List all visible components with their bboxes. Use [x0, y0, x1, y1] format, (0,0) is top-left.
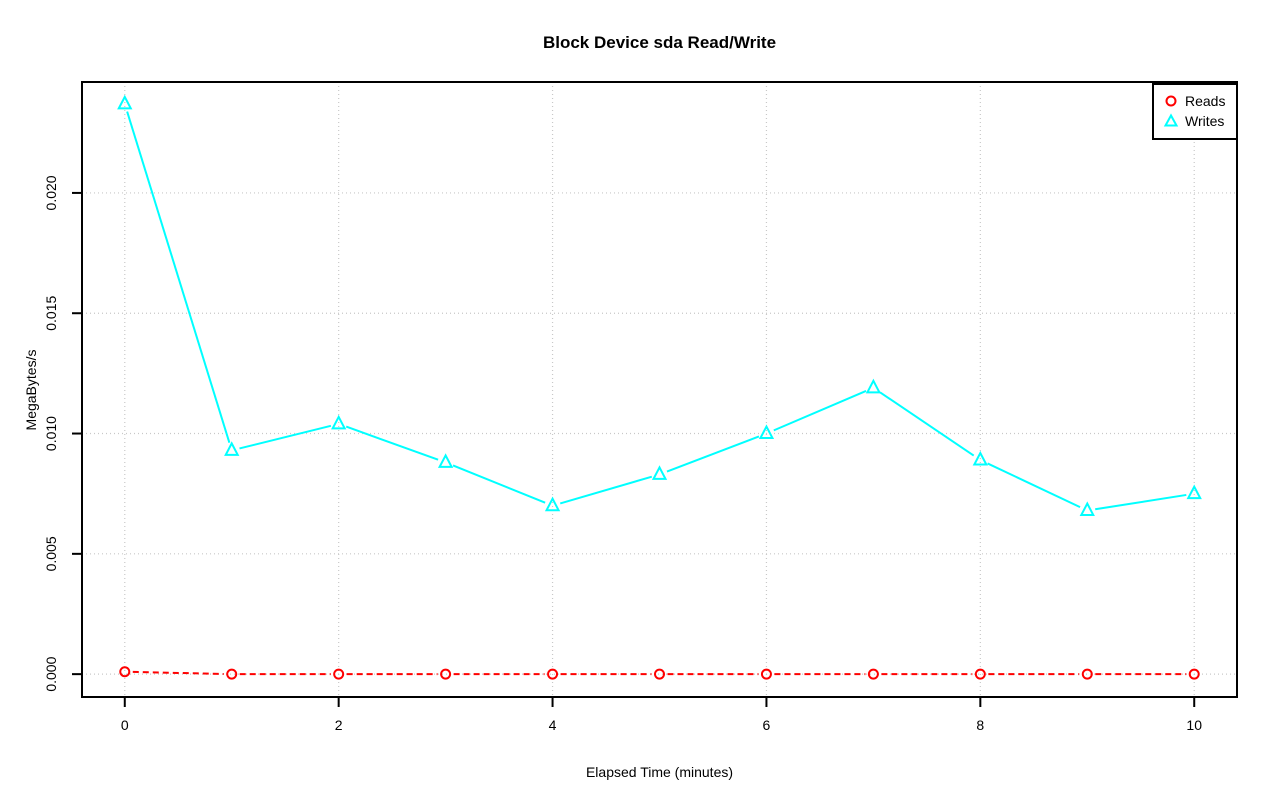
- y-tick-label: 0.020: [43, 175, 59, 210]
- legend-label-writes: Writes: [1185, 113, 1225, 129]
- data-point-circle: [760, 668, 772, 680]
- y-tick-label: 0.015: [43, 296, 59, 331]
- series-segment: [126, 111, 231, 444]
- y-tick-label: 0.005: [43, 536, 59, 571]
- legend-item-writes: Writes: [1163, 112, 1236, 130]
- data-point-triangle: [865, 378, 882, 394]
- data-point-triangle: [117, 94, 133, 110]
- writes-triangle-icon: [1163, 113, 1179, 127]
- x-tick-label: 0: [121, 717, 129, 733]
- data-point-circle: [226, 668, 238, 680]
- series-segment: [239, 424, 332, 450]
- series-segment: [452, 464, 546, 504]
- data-point-circle: [867, 668, 879, 680]
- y-axis-label: MegaBytes/s: [23, 349, 39, 431]
- y-tick-label: 0.000: [43, 656, 59, 691]
- series-segment: [345, 425, 439, 461]
- y-tick-label: 0.010: [43, 416, 59, 451]
- series-segment: [132, 670, 224, 675]
- x-tick-label: 4: [549, 717, 557, 733]
- x-tick-label: 6: [763, 717, 771, 733]
- series-segment: [987, 462, 1081, 509]
- data-point-triangle: [651, 465, 668, 480]
- data-point-triangle: [1186, 484, 1202, 500]
- legend: Reads Writes: [1152, 83, 1238, 140]
- series-segment: [879, 391, 975, 457]
- series-reads: [119, 666, 1200, 680]
- data-point-triangle: [1079, 501, 1095, 517]
- data-point-circle: [333, 668, 345, 680]
- data-point-circle: [1081, 668, 1093, 680]
- x-tick-label: 8: [976, 717, 984, 733]
- data-point-circle: [654, 668, 665, 680]
- series-segment: [1095, 493, 1187, 511]
- data-point-triangle: [224, 441, 240, 456]
- data-point-triangle: [758, 424, 775, 440]
- data-point-circle: [119, 666, 131, 678]
- data-point-circle: [547, 668, 559, 680]
- x-axis-label: Elapsed Time (minutes): [585, 764, 734, 780]
- series-segment: [559, 475, 653, 505]
- data-point-triangle: [437, 453, 454, 468]
- data-point-circle: [1188, 668, 1200, 680]
- series-writes: [117, 94, 1202, 517]
- series-segment: [773, 390, 867, 432]
- legend-label-reads: Reads: [1185, 93, 1226, 109]
- reads-circle-icon: [1165, 95, 1177, 107]
- x-tick-label: 2: [335, 717, 343, 733]
- data-point-triangle: [972, 450, 988, 466]
- series-segment: [666, 435, 760, 473]
- data-point-triangle: [331, 414, 347, 430]
- data-point-circle: [974, 668, 986, 680]
- data-point-circle: [440, 668, 452, 680]
- x-tick-label: 10: [1186, 717, 1202, 733]
- legend-item-reads: Reads: [1163, 92, 1236, 110]
- chart-title: Block Device sda Read/Write: [542, 33, 777, 52]
- plot-border: [81, 81, 1238, 698]
- data-point-triangle: [544, 496, 561, 512]
